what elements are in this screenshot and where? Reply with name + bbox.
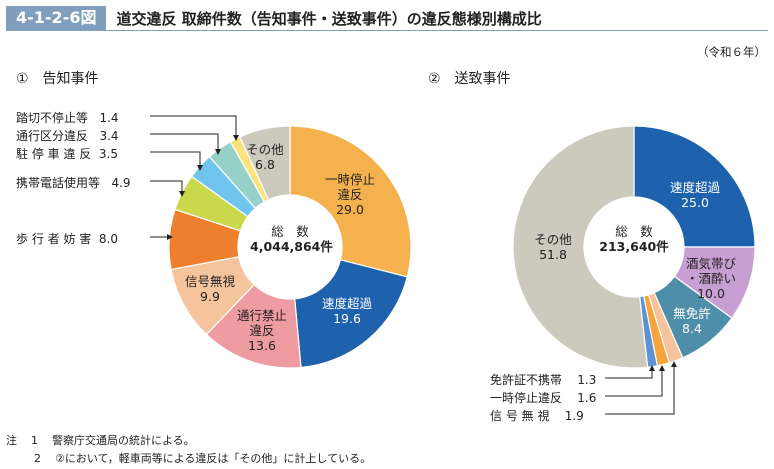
left-chart-title: ① 告知事件 [16,71,99,87]
figure-number: 4-1-2-6図 [6,6,107,30]
label-shingo: 信号無視 9.9 [184,274,235,304]
label-r-sonota: その他 51.8 [534,232,572,262]
note-2: 2 ②において，軽車両等による違反は「その他」に計上している。 [34,452,372,465]
right-center-label: 総 数 213,640件 [599,224,669,254]
era-label: （令和６年） [697,45,766,59]
label-r-ichiji: 一時停止違反 1.6 [490,391,597,405]
leader-lines [150,115,677,415]
header-rule [6,30,768,31]
pie-slice-その他 [239,125,291,201]
label-tsuko: 通行禁止 違反 13.6 [236,308,287,353]
label-r-shuki: 酒気帯び ・酒酔い 10.0 [685,256,736,301]
label-fumikiri: 踏切不停止等 1.4 [16,111,119,125]
pie-slice-速度超過 [294,259,408,369]
label-r-shingo: 信 号 無 視 1.9 [490,409,584,423]
figure-title: 道交違反 取締件数（告知事件・送致事件）の違反態様別構成比 [116,9,542,28]
label-r-fukeitai: 免許証不携帯 1.3 [490,373,597,387]
label-r-sokudo: 速度超過 25.0 [669,180,720,210]
pie-slice-その他 [512,125,649,369]
label-kubun: 通行区分違反 3.4 [16,129,119,143]
label-hokosha: 歩 行 者 妨 害 8.0 [16,232,118,246]
header: 4-1-2-6図 道交違反 取締件数（告知事件・送致事件）の違反態様別構成比 [6,6,542,30]
right-chart-title: ② 送致事件 [428,71,511,87]
note-1: 注 1 警察庁交通局の統計による。 [6,434,195,447]
pie-slice-一時停止違反 [289,125,412,278]
label-r-mumenkyo: 無免許 8.4 [673,306,711,336]
left-center-label: 総 数 4,044,864件 [250,224,333,254]
label-chutei: 駐 停 車 違 反 3.5 [16,147,118,161]
label-sokudo: 速度超過 19.6 [321,296,372,326]
label-keitai: 携帯電話使用等 4.9 [16,176,131,190]
pie-slice-速度超過 [633,125,756,248]
label-ichiji: 一時停止 違反 29.0 [324,172,375,217]
label-sonota: その他 6.8 [246,142,284,172]
